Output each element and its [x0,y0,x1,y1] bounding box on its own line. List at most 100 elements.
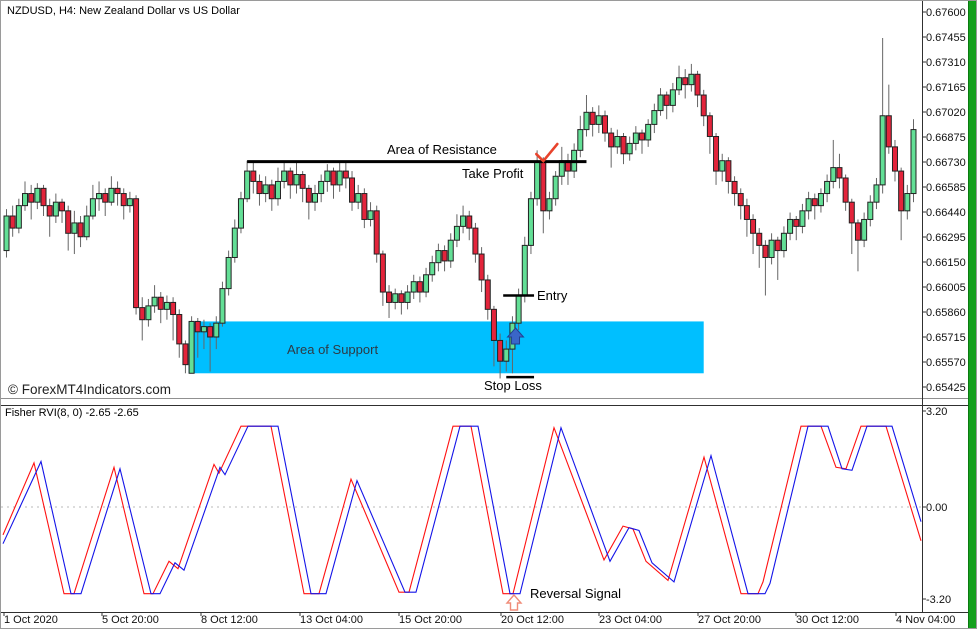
date-axis-label: 8 Oct 12:00 [201,614,258,626]
bull-candle [274,180,281,200]
bear-candle [398,293,405,303]
bear-candle [706,115,713,138]
area-of-resistance-label: Area of Resistance [387,142,497,157]
buy-arrow-icon[interactable] [506,327,525,345]
bear-candle [287,170,294,186]
bull-candle [577,129,584,151]
bull-candle [15,205,22,229]
bull-candle [281,170,288,182]
bull-candle [824,180,831,195]
bull-candle [447,239,454,262]
bull-candle [861,218,868,241]
bull-candle [527,198,534,246]
bull-candle [52,201,59,217]
price-axis-label: 0.67310 [926,57,966,69]
bear-candle [848,201,855,224]
bull-candle [435,250,442,264]
bull-candle [669,89,676,106]
bull-candle [108,187,115,203]
bear-candle [731,180,738,195]
date-axis-label: 4 Nov 04:00 [896,614,955,626]
bull-candle [404,291,411,303]
bear-candle [682,77,689,86]
check-icon[interactable] [534,142,559,163]
bull-candle [873,184,880,203]
bull-candle [632,132,639,144]
bear-candle [40,187,47,207]
date-axis-label: 30 Oct 12:00 [796,614,859,626]
bear-candle [620,136,627,155]
bear-candle [589,111,596,125]
bull-candle [312,193,318,203]
bull-candle [213,322,220,338]
support-zone-rect[interactable] [188,321,704,374]
bull-candle [515,295,522,324]
bear-candle [713,136,720,172]
price-axis-label: 0.66150 [926,257,966,269]
bull-candle [22,193,29,207]
bull-candle [521,244,528,297]
bull-candle [392,293,399,303]
bull-candle [318,180,325,195]
bear-candle [194,320,201,333]
bear-candle [250,170,257,182]
reversal-signal-label: Reversal Signal [530,586,622,601]
bear-candle [9,215,16,229]
bull-candle [534,161,541,200]
bull-candle [423,274,430,293]
bear-candle [157,296,164,310]
bull-candle [151,296,158,307]
indicator-level-label: 0.00 [926,502,947,514]
bear-candle [743,205,750,220]
bull-candle [503,348,510,362]
bull-candle [651,110,658,125]
price-axis-label: 0.67165 [926,82,966,94]
bear-candle [182,343,189,366]
bear-candle [139,307,146,321]
bull-candle [429,262,436,276]
date-axis-label: 27 Oct 20:00 [698,614,761,626]
bull-candle [787,218,794,234]
bull-candle [830,167,837,182]
stop-loss-label: Stop Loss [484,378,542,393]
bear-candle [416,281,423,293]
bear-candle [170,301,177,316]
bull-candle [336,170,343,186]
bear-candle [750,218,757,234]
bear-candle [46,205,53,217]
bull-candle [231,227,238,258]
bear-candle [379,253,386,293]
bear-candle [762,244,769,258]
indicator-title: Fisher RVI(8, 0) -2.65 -2.65 [5,407,139,419]
bull-candle [324,170,331,182]
bull-candle [262,184,269,195]
bear-candle [891,146,898,172]
bear-candle [663,94,670,106]
bull-candle [867,201,874,220]
bull-candle [410,281,417,293]
bear-candle [466,215,473,229]
price-axis-label: 0.66875 [926,132,966,144]
bull-candle [293,174,300,186]
bull-candle [614,136,621,148]
bear-candle [478,253,485,281]
reversal-arrow-icon[interactable] [505,593,523,611]
bear-candle [28,193,35,203]
bull-candle [583,111,590,131]
bull-candle [910,129,917,195]
bull-candle [879,115,886,186]
bull-candle [244,170,251,200]
price-axis-label: 0.67020 [926,107,966,119]
date-axis-label: 15 Oct 20:00 [399,614,462,626]
price-axis-label: 0.65860 [926,307,966,319]
bull-candle [200,326,207,333]
bull-candle [719,160,726,172]
bear-candle [608,132,615,148]
bear-candle [793,218,800,227]
bear-candle [490,308,497,341]
indicator-level-label: -3.20 [926,594,951,606]
bull-candle [83,215,90,238]
price-axis-label: 0.67600 [926,7,966,19]
bear-candle [102,193,109,203]
